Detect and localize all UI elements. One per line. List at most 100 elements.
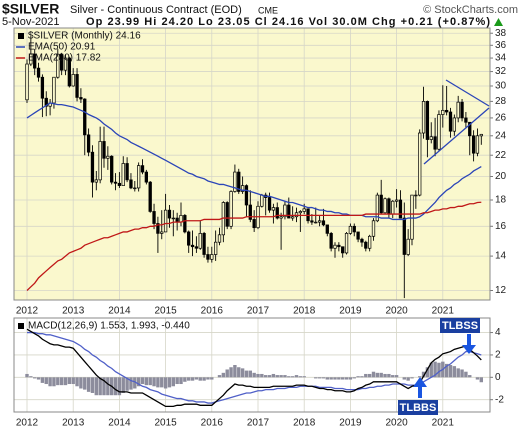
candle-body: [133, 187, 137, 190]
candle-body: [129, 179, 133, 189]
y-tick-label: 28: [495, 96, 507, 107]
histogram-bar: [148, 377, 152, 386]
line: [26, 102, 482, 221]
candle-body: [40, 76, 45, 99]
histogram-bar: [456, 368, 460, 378]
y-tick-label: 30: [495, 81, 507, 92]
y-tick-label: 2: [495, 350, 501, 361]
candle-body: [240, 185, 245, 192]
candle-body: [125, 163, 129, 181]
x-tick-label: 2017: [247, 418, 270, 429]
candle-body: [152, 211, 156, 224]
up-icon: [494, 18, 503, 26]
histogram-bar: [275, 375, 279, 378]
histogram-bar: [283, 375, 287, 378]
candle-body: [71, 74, 75, 87]
candle-body: [418, 132, 422, 196]
candle-body: [29, 53, 33, 65]
candle-body: [329, 233, 333, 249]
histogram-bar: [356, 376, 360, 378]
histogram-bar: [321, 377, 326, 379]
y-tick-label: 0: [495, 372, 501, 383]
histogram-bar: [421, 371, 426, 378]
candle-body: [217, 234, 222, 243]
histogram-bar: [314, 377, 318, 379]
y-tick-label: 14: [495, 251, 507, 262]
histogram-bar: [317, 377, 322, 379]
histogram-bar: [290, 376, 295, 378]
x-tick-label: 2021: [432, 418, 455, 429]
candle-body: [33, 53, 37, 69]
histogram-bar: [267, 375, 272, 378]
histogram-bar: [133, 377, 137, 389]
histogram-bar: [179, 377, 183, 385]
candle-body: [398, 199, 403, 219]
histogram-bar: [144, 377, 149, 386]
candle-body: [113, 181, 118, 184]
histogram-bar: [244, 370, 249, 378]
candle-body: [364, 241, 368, 249]
candle-body: [187, 231, 191, 246]
y-tick-label: 34: [495, 53, 507, 64]
histogram-bar: [167, 377, 172, 388]
candle-body: [414, 194, 418, 197]
y-tick-label: 32: [495, 66, 507, 77]
candle-body: [391, 200, 395, 215]
histogram-bar: [44, 377, 48, 385]
candle-body: [379, 194, 383, 214]
candle-body: [44, 97, 48, 107]
candle-body: [368, 235, 372, 249]
histogram-bar: [344, 377, 349, 380]
x-tick-label: 2019: [339, 306, 362, 317]
candle-body: [337, 244, 341, 248]
symbol: $SILVER: [2, 1, 59, 17]
candle-body: [156, 223, 160, 234]
candle-body: [333, 244, 337, 249]
candle-body: [117, 182, 122, 186]
candle-body: [167, 209, 172, 219]
histogram-bar: [371, 371, 376, 378]
candle-body: [94, 179, 98, 183]
histogram-bar: [187, 377, 191, 381]
candle-body: [83, 98, 87, 136]
x-tick-label: 2014: [108, 418, 131, 429]
candle-body: [163, 209, 168, 233]
line: [27, 331, 482, 404]
histogram-bar: [190, 377, 195, 381]
x-tick-label: 2017: [247, 306, 270, 317]
histogram-bar: [279, 375, 283, 378]
histogram-bar: [160, 377, 164, 388]
candle-body: [344, 233, 349, 254]
y-tick-label: -2: [495, 394, 504, 405]
x-tick-label: 2020: [385, 418, 408, 429]
x-tick-label: 2014: [108, 306, 131, 317]
x-tick-label: 2016: [201, 306, 224, 317]
candle-body: [433, 136, 437, 150]
candle-body: [52, 76, 56, 104]
histogram-bar: [433, 361, 437, 378]
subtitle: Silver - Continuous Contract (EOD): [70, 4, 242, 16]
histogram-bar: [402, 377, 406, 380]
line: [26, 201, 482, 291]
candle-body: [183, 215, 187, 233]
panel-title: MACD(12,26,9) 1.553, 1.993, -0.440: [28, 321, 190, 332]
plot-frame: [13, 317, 491, 413]
histogram-bar: [391, 375, 395, 378]
histogram-bar: [225, 369, 229, 378]
candle-body: [471, 135, 476, 154]
histogram-bar: [102, 377, 106, 396]
histogram-bar: [360, 376, 364, 378]
candle-body: [267, 197, 272, 211]
histogram-bar: [287, 376, 291, 378]
x-tick-label: 2013: [62, 418, 85, 429]
histogram-bar: [237, 367, 241, 378]
candle-body: [102, 141, 106, 159]
arrow-head: [413, 377, 427, 387]
candle-body: [348, 225, 353, 234]
histogram-bar: [410, 377, 414, 379]
candle-body: [171, 217, 175, 220]
candle-body: [214, 241, 218, 255]
candle-body: [106, 155, 110, 159]
x-tick-label: 2020: [385, 306, 408, 317]
candle-body: [237, 171, 241, 192]
